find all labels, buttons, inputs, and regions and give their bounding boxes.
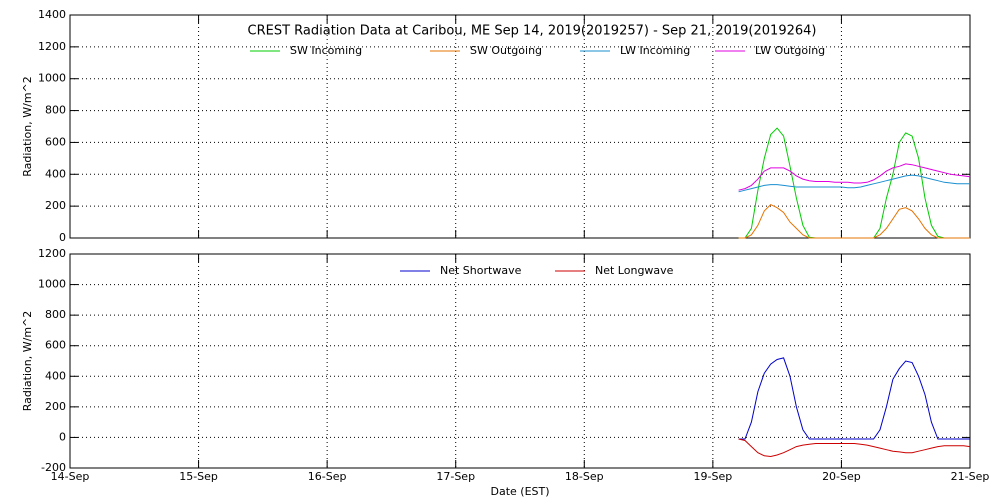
series-line: [738, 357, 970, 440]
x-tick-label: 19-Sep: [694, 470, 733, 483]
series-line: [738, 438, 971, 458]
series-line: [738, 163, 971, 191]
y-tick-label: 600: [45, 339, 66, 352]
x-tick-label: 16-Sep: [308, 470, 347, 483]
y-tick-label: 200: [45, 400, 66, 413]
y-tick-label: 1200: [38, 247, 66, 260]
y-tick-label: 600: [45, 135, 66, 148]
y-tick-label: 1400: [38, 8, 66, 21]
legend-label: SW Outgoing: [470, 44, 542, 57]
y-axis-label: Radiation, W/m^2: [21, 76, 34, 177]
y-tick-label: 800: [45, 308, 66, 321]
legend-label: SW Incoming: [290, 44, 362, 57]
x-tick-label: 15-Sep: [179, 470, 218, 483]
y-tick-label: 0: [59, 231, 66, 244]
y-tick-label: 1000: [38, 72, 66, 85]
plot-frame: [69, 14, 971, 239]
legend-label: Net Shortwave: [440, 264, 522, 277]
x-tick-label: 20-Sep: [822, 470, 861, 483]
y-tick-label: 200: [45, 199, 66, 212]
legend-label: LW Incoming: [620, 44, 690, 57]
y-tick-label: 0: [59, 430, 66, 443]
x-tick-label: 21-Sep: [951, 470, 990, 483]
y-axis-label: Radiation, W/m^2: [21, 311, 34, 412]
chart-title: CREST Radiation Data at Caribou, ME Sep …: [248, 24, 817, 39]
x-axis-label: Date (EST): [490, 485, 549, 498]
y-tick-label: 1200: [38, 40, 66, 53]
y-tick-label: 1000: [38, 278, 66, 291]
y-tick-label: -200: [41, 461, 66, 474]
legend-label: LW Outgoing: [755, 44, 825, 57]
y-tick-label: 800: [45, 104, 66, 117]
plot-frame: [69, 253, 971, 469]
legend-label: Net Longwave: [595, 264, 674, 277]
x-tick-label: 18-Sep: [565, 470, 604, 483]
series-line: [738, 203, 970, 239]
x-tick-label: 14-Sep: [51, 470, 90, 483]
x-tick-label: 17-Sep: [436, 470, 475, 483]
series-line: [738, 174, 970, 193]
y-tick-label: 400: [45, 167, 66, 180]
y-tick-label: 400: [45, 369, 66, 382]
